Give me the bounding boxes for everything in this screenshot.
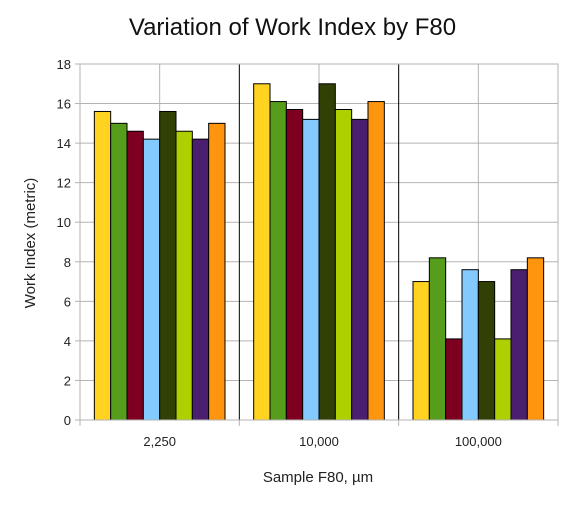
bar <box>494 338 512 421</box>
bar <box>253 83 271 421</box>
bar <box>461 269 479 421</box>
tick-labels: 0 2 4 6 8 10 12 14 16 18 2,250 10,000 100,000 <box>57 57 502 449</box>
y-tick-label: 12 <box>57 176 71 191</box>
y-tick-label: 6 <box>64 294 71 309</box>
bar <box>285 108 304 421</box>
x-tick-label: 100,000 <box>455 434 502 449</box>
bar <box>208 122 226 421</box>
axes <box>75 63 559 426</box>
bar <box>93 110 112 421</box>
x-tick-label: 10,000 <box>299 434 339 449</box>
plot-area-frame <box>79 63 559 421</box>
y-axis-title: Work Index (metric) <box>22 178 39 309</box>
y-tick-label: 0 <box>64 413 71 428</box>
bar <box>367 101 385 421</box>
bar <box>412 281 430 421</box>
x-axis-title: Sample F80, µm <box>263 469 373 486</box>
bar <box>142 138 161 421</box>
y-tick-label: 4 <box>64 334 71 349</box>
bar <box>477 281 496 421</box>
chart-title: Variation of Work Index by F80 <box>128 14 457 41</box>
bar <box>110 122 128 421</box>
bar <box>445 338 463 421</box>
y-tick-label: 10 <box>57 215 71 230</box>
bar <box>428 257 447 421</box>
bar <box>351 118 369 421</box>
y-tick-label: 18 <box>57 57 71 72</box>
bar <box>126 130 144 421</box>
bar <box>526 257 545 421</box>
bar <box>269 101 287 421</box>
bar <box>510 269 528 421</box>
y-tick-label: 16 <box>57 97 71 112</box>
bar <box>159 110 177 421</box>
bars <box>93 83 545 421</box>
bar <box>191 138 210 421</box>
bar <box>318 83 336 421</box>
bar <box>175 130 193 421</box>
y-tick-label: 2 <box>64 373 71 388</box>
x-tick-label: 2,250 <box>143 434 176 449</box>
bar <box>334 108 353 421</box>
y-tick-label: 8 <box>64 255 71 270</box>
y-tick-label: 14 <box>57 136 71 151</box>
bar <box>302 118 320 421</box>
